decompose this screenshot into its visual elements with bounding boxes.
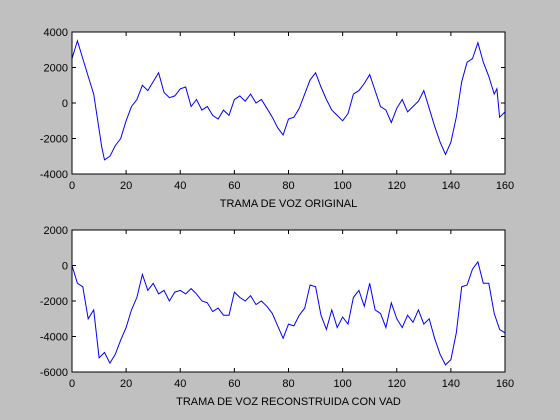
y-tick-label: 4000 bbox=[44, 27, 68, 39]
y-tick-label: 2000 bbox=[44, 225, 68, 237]
y-tick-label: -4000 bbox=[40, 169, 68, 181]
y-tick-label: -6000 bbox=[40, 367, 68, 379]
x-tick-label: 0 bbox=[69, 180, 75, 192]
x-tick-label: 60 bbox=[228, 180, 240, 192]
x-axis-label: TRAMA DE VOZ ORIGINAL bbox=[220, 198, 358, 210]
x-tick-label: 140 bbox=[442, 180, 460, 192]
y-tick-label: -2000 bbox=[40, 134, 68, 146]
plot-area bbox=[72, 32, 505, 174]
y-tick-label: -4000 bbox=[40, 332, 68, 344]
x-tick-label: 160 bbox=[496, 180, 514, 192]
x-tick-label: 140 bbox=[442, 378, 460, 390]
y-tick-label: 2000 bbox=[44, 63, 68, 75]
x-tick-label: 100 bbox=[333, 180, 351, 192]
y-tick-label: 0 bbox=[62, 98, 68, 110]
y-tick-label: -2000 bbox=[40, 296, 68, 308]
line bbox=[71, 39, 506, 161]
x-tick-label: 40 bbox=[174, 378, 186, 390]
x-tick-label: 60 bbox=[228, 378, 240, 390]
x-tick-label: 20 bbox=[120, 180, 132, 192]
x-tick-label: 80 bbox=[282, 378, 294, 390]
y-tick-label: 0 bbox=[62, 261, 68, 273]
x-tick-label: 100 bbox=[333, 378, 351, 390]
x-axis-label: TRAMA DE VOZ RECONSTRUIDA CON VAD bbox=[176, 396, 401, 408]
x-tick-label: 80 bbox=[282, 180, 294, 192]
x-tick-label: 40 bbox=[174, 180, 186, 192]
x-tick-label: 20 bbox=[120, 378, 132, 390]
plot-area bbox=[72, 230, 505, 372]
line bbox=[71, 260, 506, 366]
x-tick-label: 120 bbox=[388, 378, 406, 390]
x-tick-label: 160 bbox=[496, 378, 514, 390]
x-tick-label: 120 bbox=[388, 180, 406, 192]
x-tick-label: 0 bbox=[69, 378, 75, 390]
